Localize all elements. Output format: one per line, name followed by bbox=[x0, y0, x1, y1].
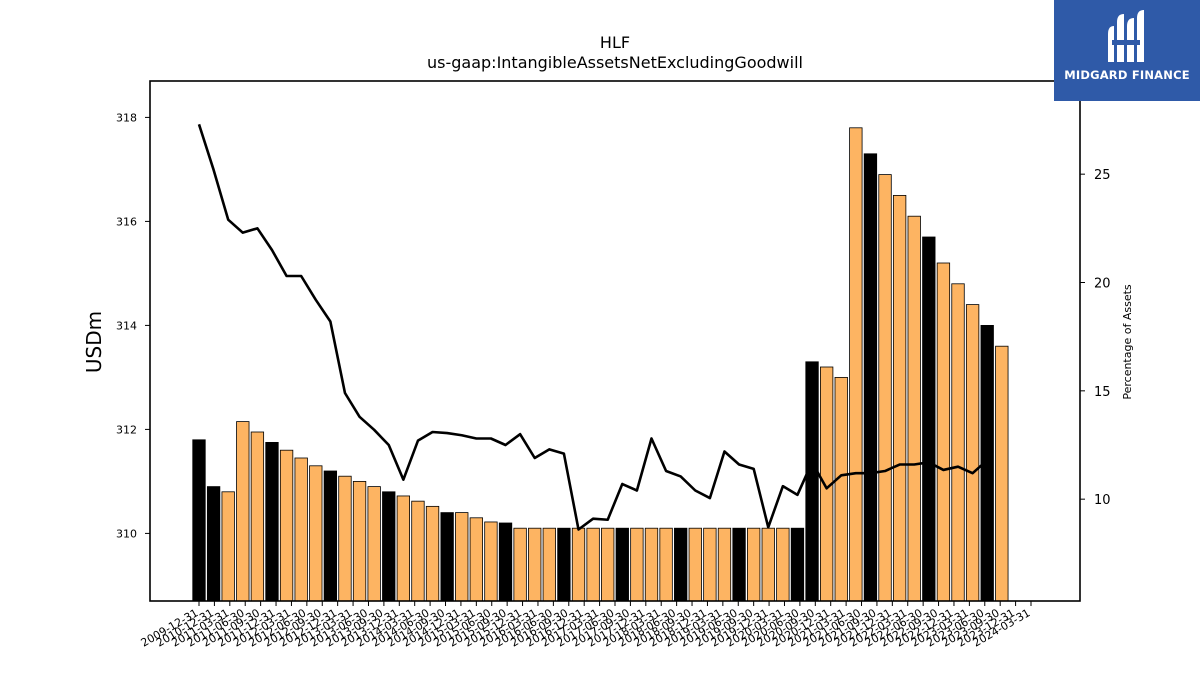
bar bbox=[396, 495, 411, 602]
chart-title: HLF bbox=[600, 33, 630, 52]
bar bbox=[644, 527, 659, 602]
bar bbox=[323, 470, 338, 602]
y2-tick-label: 25 bbox=[1094, 168, 1111, 183]
y-axis-ticks: 310 312 314 316 318 bbox=[116, 111, 150, 540]
bar bbox=[557, 527, 571, 602]
y2-tick-label: 20 bbox=[1094, 277, 1111, 292]
bar bbox=[498, 522, 513, 602]
bar bbox=[542, 527, 556, 602]
x-axis-ticks: 2009-12-312010-12-312011-03-312011-06-30… bbox=[139, 601, 1033, 650]
bar bbox=[703, 527, 717, 602]
bar bbox=[805, 361, 819, 602]
logo-text: MIDGARD FINANCE bbox=[1064, 68, 1190, 82]
bar bbox=[367, 486, 381, 602]
bar bbox=[732, 527, 746, 602]
bar bbox=[279, 449, 294, 602]
bar bbox=[484, 521, 498, 602]
bar bbox=[922, 236, 936, 602]
bar bbox=[834, 376, 848, 602]
bar bbox=[615, 527, 629, 602]
bar bbox=[338, 475, 352, 602]
bar bbox=[206, 486, 221, 602]
bar bbox=[294, 457, 308, 602]
y-axis-label: USDm bbox=[82, 311, 106, 373]
bar bbox=[776, 527, 790, 602]
bar bbox=[674, 527, 688, 602]
bar bbox=[586, 527, 600, 602]
bar bbox=[513, 527, 527, 602]
bar bbox=[907, 215, 921, 602]
bar bbox=[995, 345, 1009, 602]
bar bbox=[965, 304, 980, 602]
y-tick-label: 314 bbox=[116, 319, 137, 332]
bar bbox=[571, 527, 586, 602]
y2-axis-label: Percentage of Assets bbox=[1121, 284, 1134, 400]
percentage-line bbox=[197, 123, 989, 531]
bar bbox=[936, 262, 951, 602]
plot-frame bbox=[149, 80, 1081, 602]
bar bbox=[659, 527, 673, 602]
bar bbox=[863, 153, 878, 602]
bar bbox=[455, 512, 469, 602]
bar bbox=[528, 527, 542, 602]
bar bbox=[309, 465, 323, 602]
bar bbox=[747, 527, 761, 602]
y2-tick-label: 10 bbox=[1094, 493, 1111, 508]
bar bbox=[892, 194, 907, 602]
bar-layer bbox=[192, 127, 1009, 602]
bar bbox=[382, 491, 396, 602]
bar bbox=[761, 527, 775, 602]
bar bbox=[236, 421, 250, 602]
bar bbox=[250, 431, 265, 602]
bar bbox=[265, 441, 279, 602]
bar bbox=[440, 512, 454, 602]
bar bbox=[878, 174, 892, 602]
bar bbox=[221, 491, 235, 602]
bar bbox=[425, 505, 440, 602]
bar bbox=[630, 527, 644, 602]
bar bbox=[849, 127, 863, 602]
y2-axis-ticks: 10 15 20 25 bbox=[1080, 168, 1111, 508]
chart-subtitle: us-gaap:IntangibleAssetsNetExcludingGood… bbox=[427, 53, 803, 72]
bar bbox=[688, 527, 702, 602]
y-tick-label: 318 bbox=[116, 111, 137, 124]
bar bbox=[951, 283, 965, 602]
line-layer bbox=[197, 123, 989, 531]
bar bbox=[192, 439, 206, 602]
midgard-finance-logo: MIDGARD FINANCE bbox=[1054, 0, 1200, 101]
bar bbox=[790, 527, 805, 602]
y-tick-label: 310 bbox=[116, 527, 137, 540]
midgard-logo-icon bbox=[1108, 10, 1144, 62]
y-tick-label: 316 bbox=[116, 215, 137, 228]
bar bbox=[469, 517, 483, 602]
y2-tick-label: 15 bbox=[1094, 385, 1111, 400]
bar bbox=[717, 527, 732, 602]
bar bbox=[411, 500, 425, 602]
bar bbox=[601, 527, 615, 602]
bar bbox=[352, 480, 367, 602]
y-tick-label: 312 bbox=[116, 423, 137, 436]
